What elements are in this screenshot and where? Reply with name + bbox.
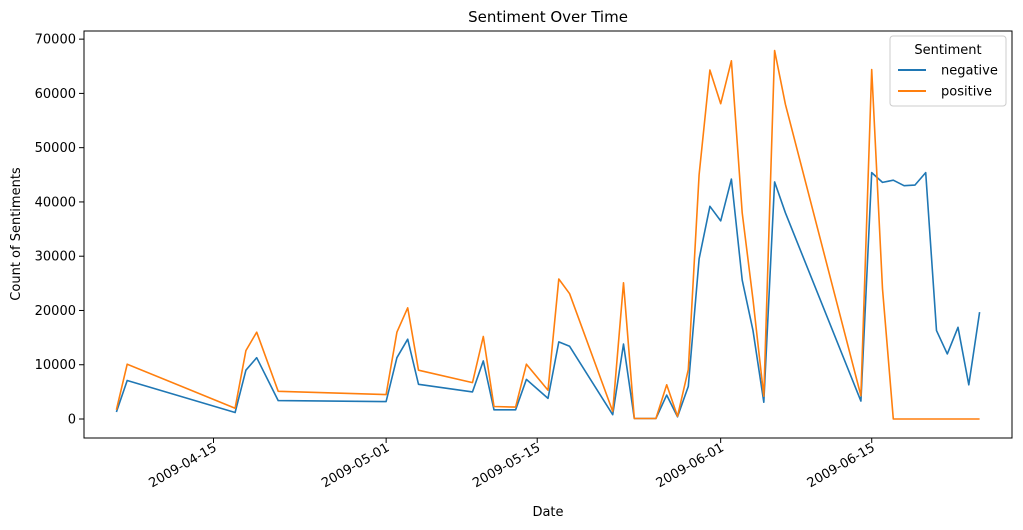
y-tick-label: 50000: [35, 141, 76, 156]
y-tick-label: 60000: [35, 87, 76, 102]
plot-frame: [83, 30, 1013, 439]
x-tick-label: 2009-06-01: [654, 440, 727, 491]
legend-label-negative: negative: [941, 64, 998, 79]
legend-label-positive: positive: [941, 85, 992, 100]
legend-title: Sentiment: [914, 43, 981, 58]
legend-box: [889, 35, 1007, 107]
y-tick-label: 10000: [35, 358, 76, 373]
y-tick-label: 30000: [35, 250, 76, 265]
plot-area: [115, 49, 981, 420]
x-axis-title: Date: [532, 505, 563, 520]
y-axis-title: Count of Sentiments: [9, 167, 24, 301]
y-tick-label: 20000: [35, 304, 76, 319]
y-tick-label: 0: [68, 413, 76, 428]
x-tick-label: 2009-05-01: [319, 440, 392, 491]
x-axis: 2009-04-15 2009-05-01 2009-05-15 2009-06-01…: [147, 438, 878, 491]
x-tick-label: 2009-05-15: [470, 440, 543, 491]
series-line-negative: [115, 171, 981, 420]
x-tick-label: 2009-06-15: [805, 440, 878, 491]
legend: Sentiment negative positive: [889, 35, 1007, 107]
series-line-positive: [115, 49, 980, 420]
y-tick-label: 40000: [35, 195, 76, 210]
y-axis: 0 10000 20000 30000 40000 50000 60000 70000: [35, 33, 84, 428]
x-tick-label: 2009-04-15: [147, 440, 220, 491]
chart-title: Sentiment Over Time: [468, 8, 628, 26]
y-tick-label: 70000: [35, 33, 76, 48]
